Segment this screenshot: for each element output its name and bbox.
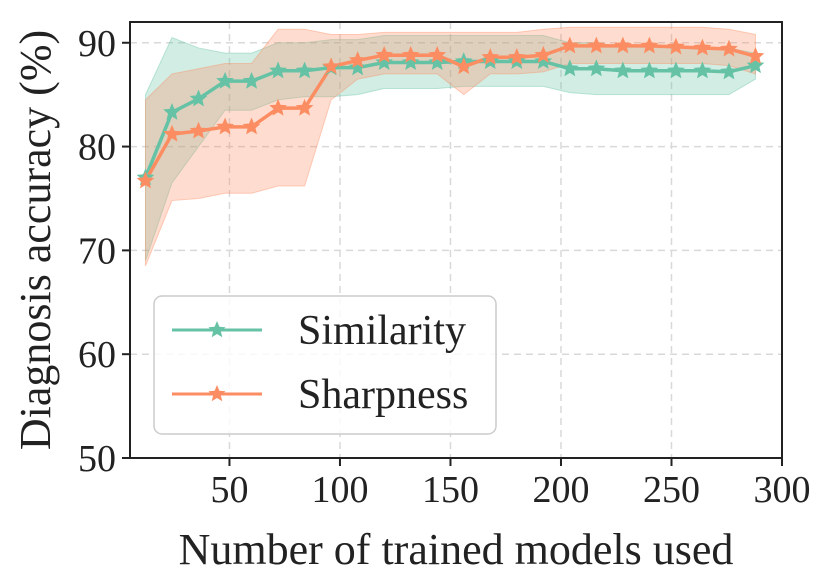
point-sharpness [401,45,420,63]
point-sharpness [136,171,155,189]
point-sharpness [242,117,261,135]
point-sharpness [216,117,234,135]
point-similarity [560,59,579,77]
y-axis-label: Diagnosis accuracy (%) [11,30,60,450]
point-sharpness [560,36,579,54]
point-similarity [216,71,234,89]
point-similarity [614,61,632,79]
legend-entry-similarity: Similarity [172,308,466,354]
y-tick-label: 60 [78,334,116,376]
x-tick-label: 50 [210,469,248,511]
legend-label-similarity: Similarity [298,308,466,354]
point-sharpness [322,57,340,75]
x-tick-label: 100 [311,469,368,511]
point-similarity [693,61,712,79]
point-similarity [587,59,606,77]
point-sharpness [481,47,500,65]
point-sharpness [269,98,287,116]
point-sharpness [454,57,473,75]
legend-label-sharpness: Sharpness [298,372,468,418]
confidence-bands [144,26,756,267]
point-sharpness [720,39,738,57]
y-tick-label: 50 [78,438,116,480]
point-sharpness [693,38,712,56]
x-axis-label: Number of trained models used [179,525,734,574]
x-tick-label: 300 [754,469,811,511]
point-similarity [163,103,181,120]
legend: Similarity Sharpness [153,295,497,435]
point-sharpness [507,48,526,65]
point-similarity [640,61,659,79]
y-tick-label: 90 [78,23,116,65]
point-similarity [720,62,738,80]
x-tick-label: 150 [422,469,479,511]
point-similarity [375,53,394,71]
point-similarity [534,52,553,69]
point-sharpness [163,124,181,142]
point-sharpness [295,98,314,116]
point-sharpness [746,46,765,64]
point-similarity [242,71,261,89]
band-sharpness [144,26,756,267]
legend-star-icon [208,321,226,338]
point-sharpness [667,37,685,55]
point-sharpness [640,36,659,54]
point-sharpness [189,121,208,139]
point-sharpness [614,36,632,54]
point-similarity [348,58,367,76]
x-tick-label: 250 [643,469,700,511]
series-markers [136,36,765,189]
point-similarity [746,56,765,74]
point-sharpness [375,45,394,63]
band-similarity [144,35,756,261]
legend-entry-sharpness: Sharpness [172,372,468,418]
point-sharpness [534,45,553,63]
point-similarity [269,61,287,79]
point-similarity [295,61,314,79]
legend-star-icon [208,385,226,402]
point-similarity [428,53,447,71]
x-tick-label: 200 [532,469,589,511]
point-similarity [401,53,420,71]
point-sharpness [587,36,606,54]
y-tick-label: 70 [78,230,116,272]
y-tick-label: 80 [78,127,116,169]
plot-frame [129,21,783,459]
axis-ticks: 50 100 150 200 250 300 50 60 70 80 90 [78,23,811,511]
point-sharpness [348,51,367,68]
point-similarity [189,89,208,107]
point-sharpness [428,45,447,63]
point-similarity [667,61,685,79]
